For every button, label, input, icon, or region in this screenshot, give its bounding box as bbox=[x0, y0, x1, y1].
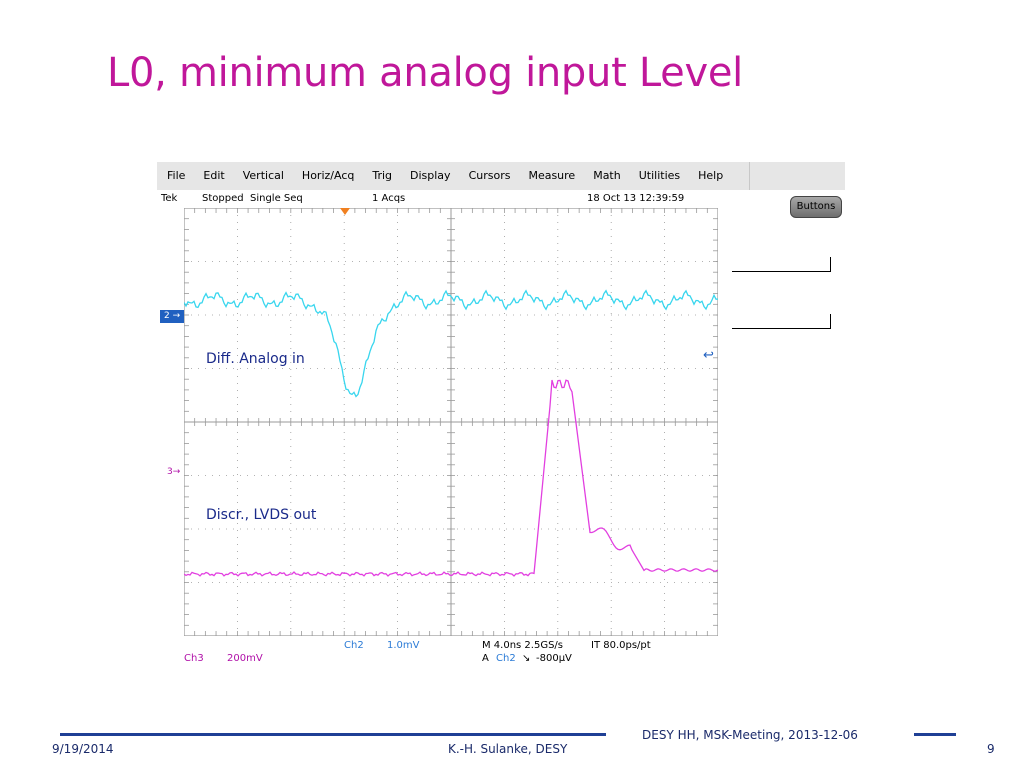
graticule-grid bbox=[184, 208, 718, 636]
scope-menubar: File Edit Vertical Horiz/Acq Trig Displa… bbox=[157, 162, 749, 190]
menu-trig[interactable]: Trig bbox=[372, 169, 393, 182]
ch2-marker-label: 2 bbox=[164, 311, 170, 321]
menu-vertical[interactable]: Vertical bbox=[242, 169, 284, 182]
ch3-marker[interactable]: 3→ bbox=[167, 467, 181, 477]
menu-horiz-acq[interactable]: Horiz/Acq bbox=[301, 169, 355, 182]
menu-measure[interactable]: Measure bbox=[528, 169, 576, 182]
side-bracket-upper bbox=[732, 257, 831, 272]
footer-rule-left bbox=[60, 733, 606, 736]
ch2-trace bbox=[184, 289, 718, 398]
ch2-marker[interactable]: 2 → bbox=[160, 310, 184, 323]
menu-file[interactable]: File bbox=[167, 169, 186, 182]
menu-math[interactable]: Math bbox=[593, 169, 621, 182]
acq-state: Stopped bbox=[202, 193, 244, 204]
timebase-readout: M 4.0ns 2.5GS/s bbox=[482, 640, 564, 651]
ch3-trace bbox=[184, 379, 718, 577]
slide-title: L0, minimum analog input Level bbox=[107, 50, 743, 96]
trigger-position-marker bbox=[340, 208, 350, 215]
menu-utilities[interactable]: Utilities bbox=[638, 169, 681, 182]
acq-count: 1 Acqs bbox=[372, 193, 406, 204]
footer-rule-right bbox=[914, 733, 956, 736]
menu-cursors[interactable]: Cursors bbox=[468, 169, 511, 182]
menubar-spacer bbox=[749, 162, 845, 190]
footer-date: 9/19/2014 bbox=[52, 742, 114, 756]
analog-in-label: Diff. Analog in bbox=[206, 351, 305, 367]
ch3-scale-readout: 200mV bbox=[227, 653, 263, 664]
trigger-level-arrow: ↩ bbox=[703, 348, 714, 363]
scope-graticule: ↩ bbox=[184, 208, 718, 636]
ch3-name-readout: Ch3 bbox=[184, 653, 204, 664]
ch2-name-readout: Ch2 bbox=[344, 640, 364, 651]
footer-author: K.-H. Sulanke, DESY bbox=[448, 742, 568, 756]
menu-edit[interactable]: Edit bbox=[203, 169, 225, 182]
scope-statusbar: Tek Stopped Single Seq 1 Acqs 18 Oct 13 … bbox=[157, 191, 749, 207]
interp-readout: IT 80.0ps/pt bbox=[591, 640, 651, 651]
menu-display[interactable]: Display bbox=[410, 169, 451, 182]
trigger-channel-readout: Ch2 bbox=[496, 653, 516, 664]
buttons-button[interactable]: Buttons bbox=[790, 196, 842, 218]
lvds-out-label: Discr., LVDS out bbox=[206, 507, 317, 523]
trigger-prefix-readout: A bbox=[482, 653, 489, 664]
oscilloscope-screenshot: File Edit Vertical Horiz/Acq Trig Displa… bbox=[157, 162, 845, 672]
acq-datetime: 18 Oct 13 12:39:59 bbox=[587, 193, 685, 204]
footer-page-number: 9 bbox=[987, 742, 995, 756]
side-bracket-lower bbox=[732, 314, 831, 329]
ch3-marker-label: 3 bbox=[167, 467, 173, 477]
menu-help[interactable]: Help bbox=[698, 169, 724, 182]
trigger-level-readout: -800µV bbox=[536, 653, 572, 664]
tek-brand: Tek bbox=[161, 193, 178, 204]
acq-mode: Single Seq bbox=[250, 193, 303, 204]
trigger-slope-icon: ↘ bbox=[522, 653, 531, 664]
ch2-scale-readout: 1.0mV bbox=[387, 640, 420, 651]
footer-meeting: DESY HH, MSK-Meeting, 2013-12-06 bbox=[642, 728, 858, 742]
